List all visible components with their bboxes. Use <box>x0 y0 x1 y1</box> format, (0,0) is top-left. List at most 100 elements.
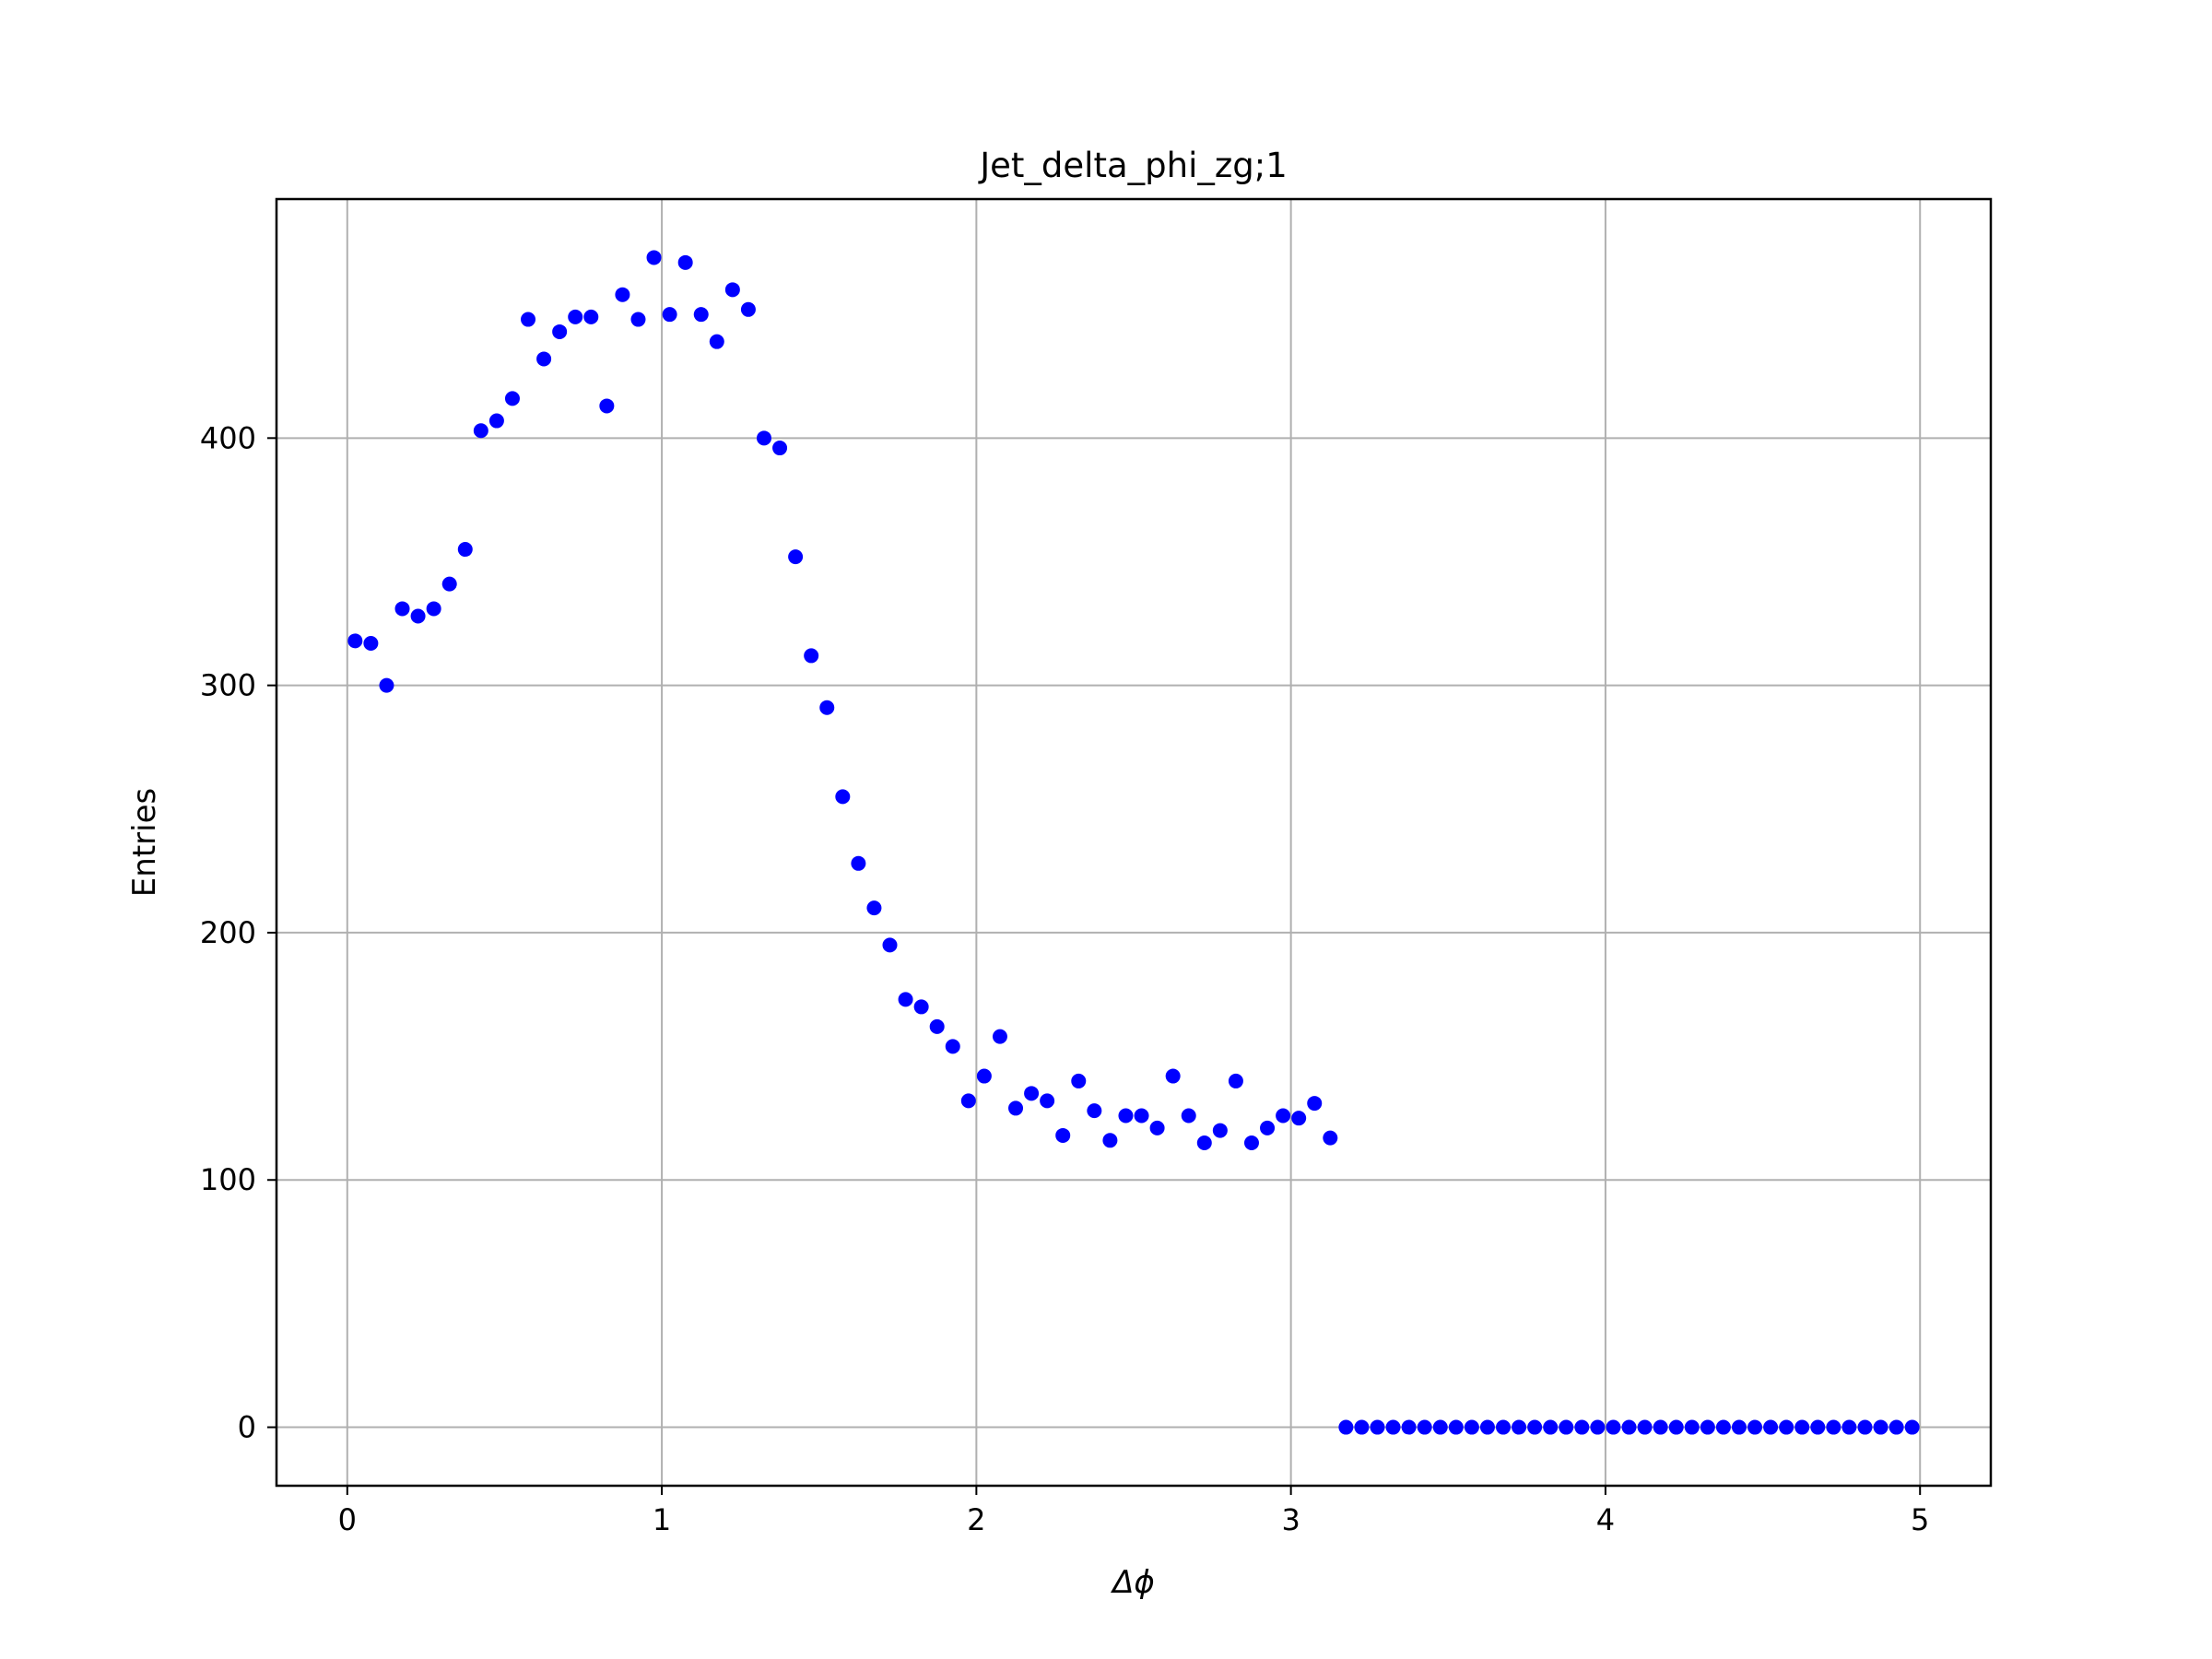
data-point <box>646 250 662 265</box>
data-point <box>536 351 552 367</box>
y-axis-label: Entries <box>126 788 163 897</box>
data-point <box>1888 1419 1904 1435</box>
data-point <box>1134 1108 1149 1124</box>
data-point <box>615 287 630 302</box>
data-point <box>945 1039 960 1054</box>
data-point <box>1826 1419 1841 1435</box>
x-axis-label: Δϕ <box>1110 1564 1155 1601</box>
data-point <box>473 423 488 439</box>
data-point <box>1684 1419 1700 1435</box>
data-point <box>1904 1419 1920 1435</box>
data-point <box>521 312 536 327</box>
data-point <box>599 398 615 414</box>
x-tick-label: 0 <box>338 1502 357 1537</box>
data-point <box>1731 1419 1747 1435</box>
data-point <box>1338 1419 1354 1435</box>
data-point <box>441 576 457 592</box>
data-point <box>410 608 426 624</box>
data-point <box>1637 1419 1653 1435</box>
data-point <box>1370 1419 1385 1435</box>
data-point <box>457 542 473 558</box>
plot-frame <box>275 197 1993 1488</box>
data-point <box>1763 1419 1779 1435</box>
data-point <box>1228 1073 1243 1088</box>
data-point <box>1590 1419 1606 1435</box>
data-point <box>866 900 882 916</box>
data-point <box>1165 1068 1181 1084</box>
data-point <box>1087 1103 1102 1119</box>
data-point <box>882 937 898 953</box>
x-tick-label: 2 <box>967 1502 985 1537</box>
data-point <box>1102 1133 1118 1148</box>
data-point <box>929 1018 945 1034</box>
data-point <box>788 549 804 565</box>
data-point <box>835 789 851 805</box>
data-point <box>552 324 568 339</box>
data-point <box>1543 1419 1559 1435</box>
data-point <box>1512 1419 1527 1435</box>
data-point <box>1118 1108 1134 1124</box>
x-tick-label: 5 <box>1911 1502 1929 1537</box>
data-point <box>1479 1419 1495 1435</box>
data-point <box>1276 1108 1291 1124</box>
grid <box>276 199 1991 1486</box>
data-point <box>913 999 929 1015</box>
axis-ticks: 0 1 2 3 4 5 0 100 200 300 400 <box>200 420 1929 1537</box>
data-point <box>1432 1419 1448 1435</box>
y-tick-label: 300 <box>200 668 256 703</box>
x-tick-label: 3 <box>1281 1502 1300 1537</box>
data-point <box>1464 1419 1479 1435</box>
chart-title: Jet_delta_phi_zg;1 <box>978 146 1288 185</box>
data-point <box>1606 1419 1621 1435</box>
data-point <box>1323 1130 1338 1146</box>
data-point <box>379 677 394 693</box>
data-point <box>1794 1419 1810 1435</box>
data-point <box>1181 1108 1196 1124</box>
data-point <box>1354 1419 1370 1435</box>
data-point <box>1857 1419 1873 1435</box>
data-point <box>1212 1123 1228 1138</box>
data-point <box>1621 1419 1637 1435</box>
data-point <box>1385 1419 1401 1435</box>
data-point <box>976 1068 992 1084</box>
data-point <box>1574 1419 1590 1435</box>
data-point <box>724 282 740 298</box>
data-point <box>1055 1127 1071 1143</box>
data-point <box>1700 1419 1715 1435</box>
data-point <box>1307 1096 1323 1112</box>
data-point <box>488 413 504 429</box>
data-point <box>394 601 410 617</box>
data-point <box>1668 1419 1684 1435</box>
data-point <box>426 601 441 617</box>
y-tick-label: 0 <box>238 1410 256 1445</box>
data-point <box>1779 1419 1794 1435</box>
data-point <box>740 301 756 317</box>
y-tick-label: 200 <box>200 915 256 950</box>
data-point <box>677 254 693 270</box>
data-point <box>1417 1419 1432 1435</box>
x-tick-label: 4 <box>1596 1502 1615 1537</box>
data-point <box>1260 1120 1276 1135</box>
data-point <box>1496 1419 1512 1435</box>
data-point <box>583 309 599 324</box>
data-point <box>1149 1120 1165 1135</box>
data-point <box>363 636 379 652</box>
y-tick-label: 100 <box>200 1162 256 1197</box>
data-point <box>1008 1100 1024 1116</box>
data-point <box>1747 1419 1763 1435</box>
data-point <box>1071 1073 1087 1088</box>
data-point <box>1653 1419 1668 1435</box>
data-point <box>1448 1419 1464 1435</box>
data-point <box>1810 1419 1826 1435</box>
data-point <box>1559 1419 1574 1435</box>
data-point <box>960 1093 976 1109</box>
data-point <box>898 992 913 1007</box>
data-point <box>568 309 583 324</box>
data-point <box>1873 1419 1888 1435</box>
data-point <box>347 633 363 649</box>
data-point <box>1040 1093 1055 1109</box>
x-tick-label: 1 <box>653 1502 671 1537</box>
data-point <box>693 307 709 323</box>
